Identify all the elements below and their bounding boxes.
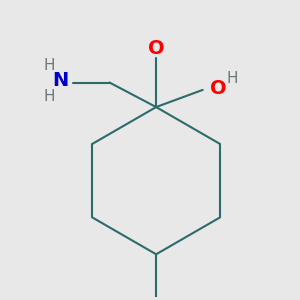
Text: H: H [44,58,55,73]
Text: N: N [52,70,69,90]
Text: H: H [226,71,238,86]
Text: O: O [210,79,227,98]
Text: H: H [44,88,55,104]
Text: O: O [148,39,164,58]
